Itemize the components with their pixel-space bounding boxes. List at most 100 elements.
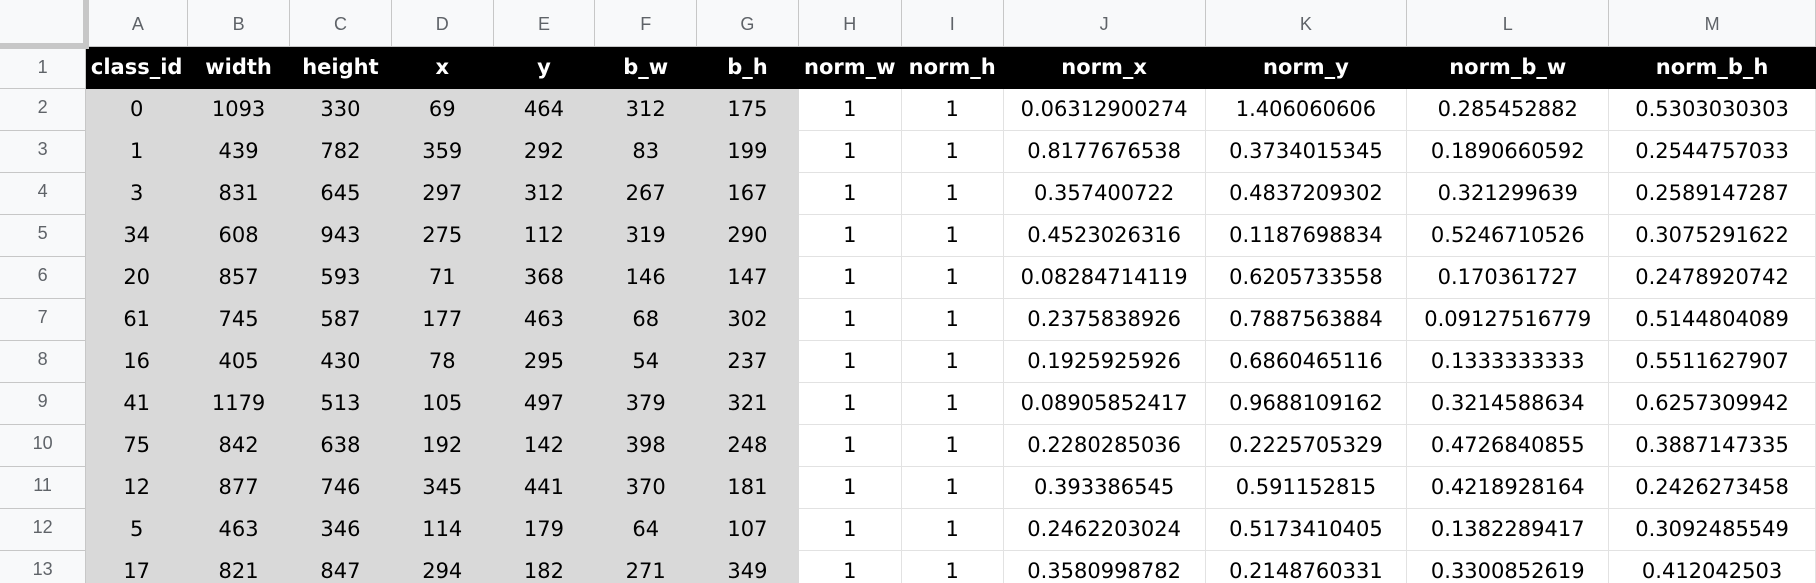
grid-cell[interactable]: 1	[85, 130, 189, 173]
grid-cell[interactable]: 1	[901, 256, 1004, 299]
grid-cell[interactable]: 379	[594, 382, 698, 425]
grid-cell[interactable]: 0.1382289417	[1406, 508, 1610, 551]
grid-cell[interactable]: 295	[493, 340, 596, 383]
grid-cell[interactable]: 0.3580998782	[1003, 550, 1206, 583]
grid-cell[interactable]: 587	[289, 298, 392, 341]
grid-cell[interactable]: 0.591152815	[1205, 466, 1408, 509]
grid-cell[interactable]: 75	[85, 424, 189, 467]
grid-cell[interactable]: 439	[187, 130, 290, 173]
column-header-l[interactable]: L	[1406, 0, 1610, 47]
grid-cell[interactable]: 0.4218928164	[1406, 466, 1610, 509]
grid-cell[interactable]: 821	[187, 550, 290, 583]
grid-cell[interactable]: 192	[391, 424, 494, 467]
grid-cell[interactable]: 1	[798, 550, 902, 583]
grid-cell[interactable]: 346	[289, 508, 392, 551]
grid-cell[interactable]: 0.4726840855	[1406, 424, 1610, 467]
grid-cell[interactable]: 1	[798, 340, 902, 383]
grid-cell[interactable]: 608	[187, 214, 290, 257]
header-cell[interactable]: b_h	[696, 46, 799, 89]
grid-cell[interactable]: 34	[85, 214, 189, 257]
row-header[interactable]: 8	[0, 340, 87, 383]
grid-cell[interactable]: 1	[901, 340, 1004, 383]
grid-cell[interactable]: 0.1925925926	[1003, 340, 1206, 383]
grid-cell[interactable]: 1	[901, 88, 1004, 131]
column-header-m[interactable]: M	[1608, 0, 1816, 47]
grid-cell[interactable]: 0.3092485549	[1608, 508, 1816, 551]
grid-cell[interactable]: 1	[901, 214, 1004, 257]
grid-cell[interactable]: 0.4837209302	[1205, 172, 1408, 215]
column-header-f[interactable]: F	[594, 0, 698, 47]
grid-cell[interactable]: 321	[696, 382, 799, 425]
grid-cell[interactable]: 302	[696, 298, 799, 341]
grid-cell[interactable]: 0.08284714119	[1003, 256, 1206, 299]
row-header[interactable]: 2	[0, 88, 87, 131]
grid-cell[interactable]: 0.170361727	[1406, 256, 1610, 299]
grid-cell[interactable]: 0.285452882	[1406, 88, 1610, 131]
grid-cell[interactable]: 368	[493, 256, 596, 299]
grid-cell[interactable]: 441	[493, 466, 596, 509]
grid-cell[interactable]: 1	[901, 466, 1004, 509]
grid-cell[interactable]: 877	[187, 466, 290, 509]
grid-cell[interactable]: 1	[901, 298, 1004, 341]
grid-cell[interactable]: 61	[85, 298, 189, 341]
grid-cell[interactable]: 430	[289, 340, 392, 383]
grid-cell[interactable]: 464	[493, 88, 596, 131]
header-cell[interactable]: b_w	[594, 46, 698, 89]
grid-cell[interactable]: 0.2148760331	[1205, 550, 1408, 583]
grid-cell[interactable]: 182	[493, 550, 596, 583]
grid-cell[interactable]: 1.406060606	[1205, 88, 1408, 131]
grid-cell[interactable]: 1	[798, 214, 902, 257]
grid-cell[interactable]: 0.6205733558	[1205, 256, 1408, 299]
grid-cell[interactable]: 1093	[187, 88, 290, 131]
grid-cell[interactable]: 0.2225705329	[1205, 424, 1408, 467]
grid-cell[interactable]: 0.6257309942	[1608, 382, 1816, 425]
row-header[interactable]: 5	[0, 214, 87, 257]
grid-cell[interactable]: 20	[85, 256, 189, 299]
grid-cell[interactable]: 847	[289, 550, 392, 583]
column-header-g[interactable]: G	[696, 0, 799, 47]
grid-cell[interactable]: 237	[696, 340, 799, 383]
grid-cell[interactable]: 513	[289, 382, 392, 425]
grid-cell[interactable]: 83	[594, 130, 698, 173]
grid-cell[interactable]: 349	[696, 550, 799, 583]
grid-cell[interactable]: 463	[187, 508, 290, 551]
grid-cell[interactable]: 1	[901, 172, 1004, 215]
grid-cell[interactable]: 0.9688109162	[1205, 382, 1408, 425]
grid-cell[interactable]: 638	[289, 424, 392, 467]
column-header-d[interactable]: D	[391, 0, 494, 47]
grid-cell[interactable]: 359	[391, 130, 494, 173]
grid-cell[interactable]: 0.2280285036	[1003, 424, 1206, 467]
grid-cell[interactable]: 107	[696, 508, 799, 551]
grid-cell[interactable]: 68	[594, 298, 698, 341]
grid-cell[interactable]: 54	[594, 340, 698, 383]
grid-cell[interactable]: 0.5173410405	[1205, 508, 1408, 551]
grid-cell[interactable]: 0.357400722	[1003, 172, 1206, 215]
grid-cell[interactable]: 248	[696, 424, 799, 467]
grid-cell[interactable]: 142	[493, 424, 596, 467]
grid-cell[interactable]: 1	[901, 382, 1004, 425]
grid-cell[interactable]: 105	[391, 382, 494, 425]
grid-cell[interactable]: 0.321299639	[1406, 172, 1610, 215]
grid-cell[interactable]: 0.09127516779	[1406, 298, 1610, 341]
grid-cell[interactable]: 0.3887147335	[1608, 424, 1816, 467]
grid-cell[interactable]: 0.3214588634	[1406, 382, 1610, 425]
grid-cell[interactable]: 0.5303030303	[1608, 88, 1816, 131]
header-cell[interactable]: norm_x	[1003, 46, 1206, 89]
grid-cell[interactable]: 0.3075291622	[1608, 214, 1816, 257]
header-cell[interactable]: norm_y	[1205, 46, 1408, 89]
grid-cell[interactable]: 0.3734015345	[1205, 130, 1408, 173]
grid-cell[interactable]: 0.1890660592	[1406, 130, 1610, 173]
grid-cell[interactable]: 1	[901, 130, 1004, 173]
grid-cell[interactable]: 312	[493, 172, 596, 215]
header-cell[interactable]: x	[391, 46, 494, 89]
grid-cell[interactable]: 5	[85, 508, 189, 551]
grid-cell[interactable]: 0.3300852619	[1406, 550, 1610, 583]
grid-cell[interactable]: 114	[391, 508, 494, 551]
row-header[interactable]: 11	[0, 466, 87, 509]
grid-cell[interactable]: 1	[798, 88, 902, 131]
grid-cell[interactable]: 405	[187, 340, 290, 383]
grid-cell[interactable]: 275	[391, 214, 494, 257]
grid-cell[interactable]: 1	[798, 508, 902, 551]
grid-cell[interactable]: 112	[493, 214, 596, 257]
grid-cell[interactable]: 17	[85, 550, 189, 583]
